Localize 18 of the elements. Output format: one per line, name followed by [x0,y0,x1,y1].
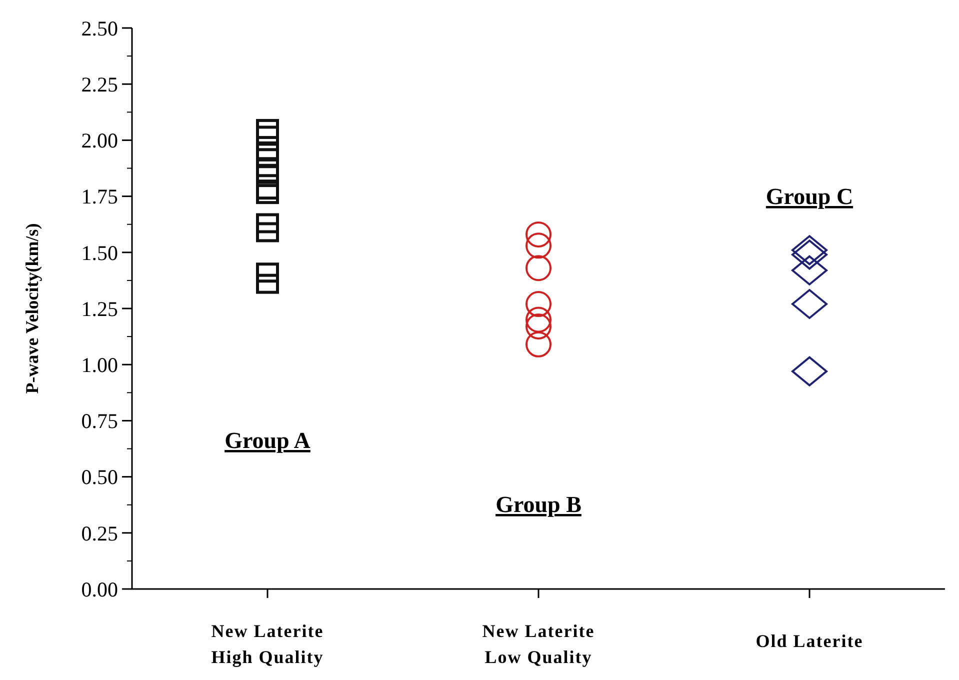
y-tick-label: 0.25 [81,521,118,546]
x-tick-label: New Laterite Low Quality [482,621,595,667]
y-tick-label: 1.50 [81,240,118,265]
y-tick-label: 0.00 [81,577,118,602]
y-tick-label: 0.75 [81,409,118,434]
y-axis-title: P-wave Velocity(km/s) [22,223,42,394]
x-tick-label: Old Laterite [756,631,864,651]
y-tick-label: 2.50 [81,16,118,40]
y-tick-label: 1.25 [81,296,118,321]
y-tick-label: 0.50 [81,465,118,490]
y-tick-label: 1.00 [81,352,118,377]
annotation: Group B [496,492,582,517]
y-tick-label: 2.00 [81,128,118,153]
y-tick-label: 2.25 [81,72,118,96]
y-tick-label: 1.75 [81,184,118,209]
x-tick-label: New Laterite High Quality [211,621,324,667]
annotation: Group A [224,428,311,453]
annotation: Group C [766,184,854,209]
